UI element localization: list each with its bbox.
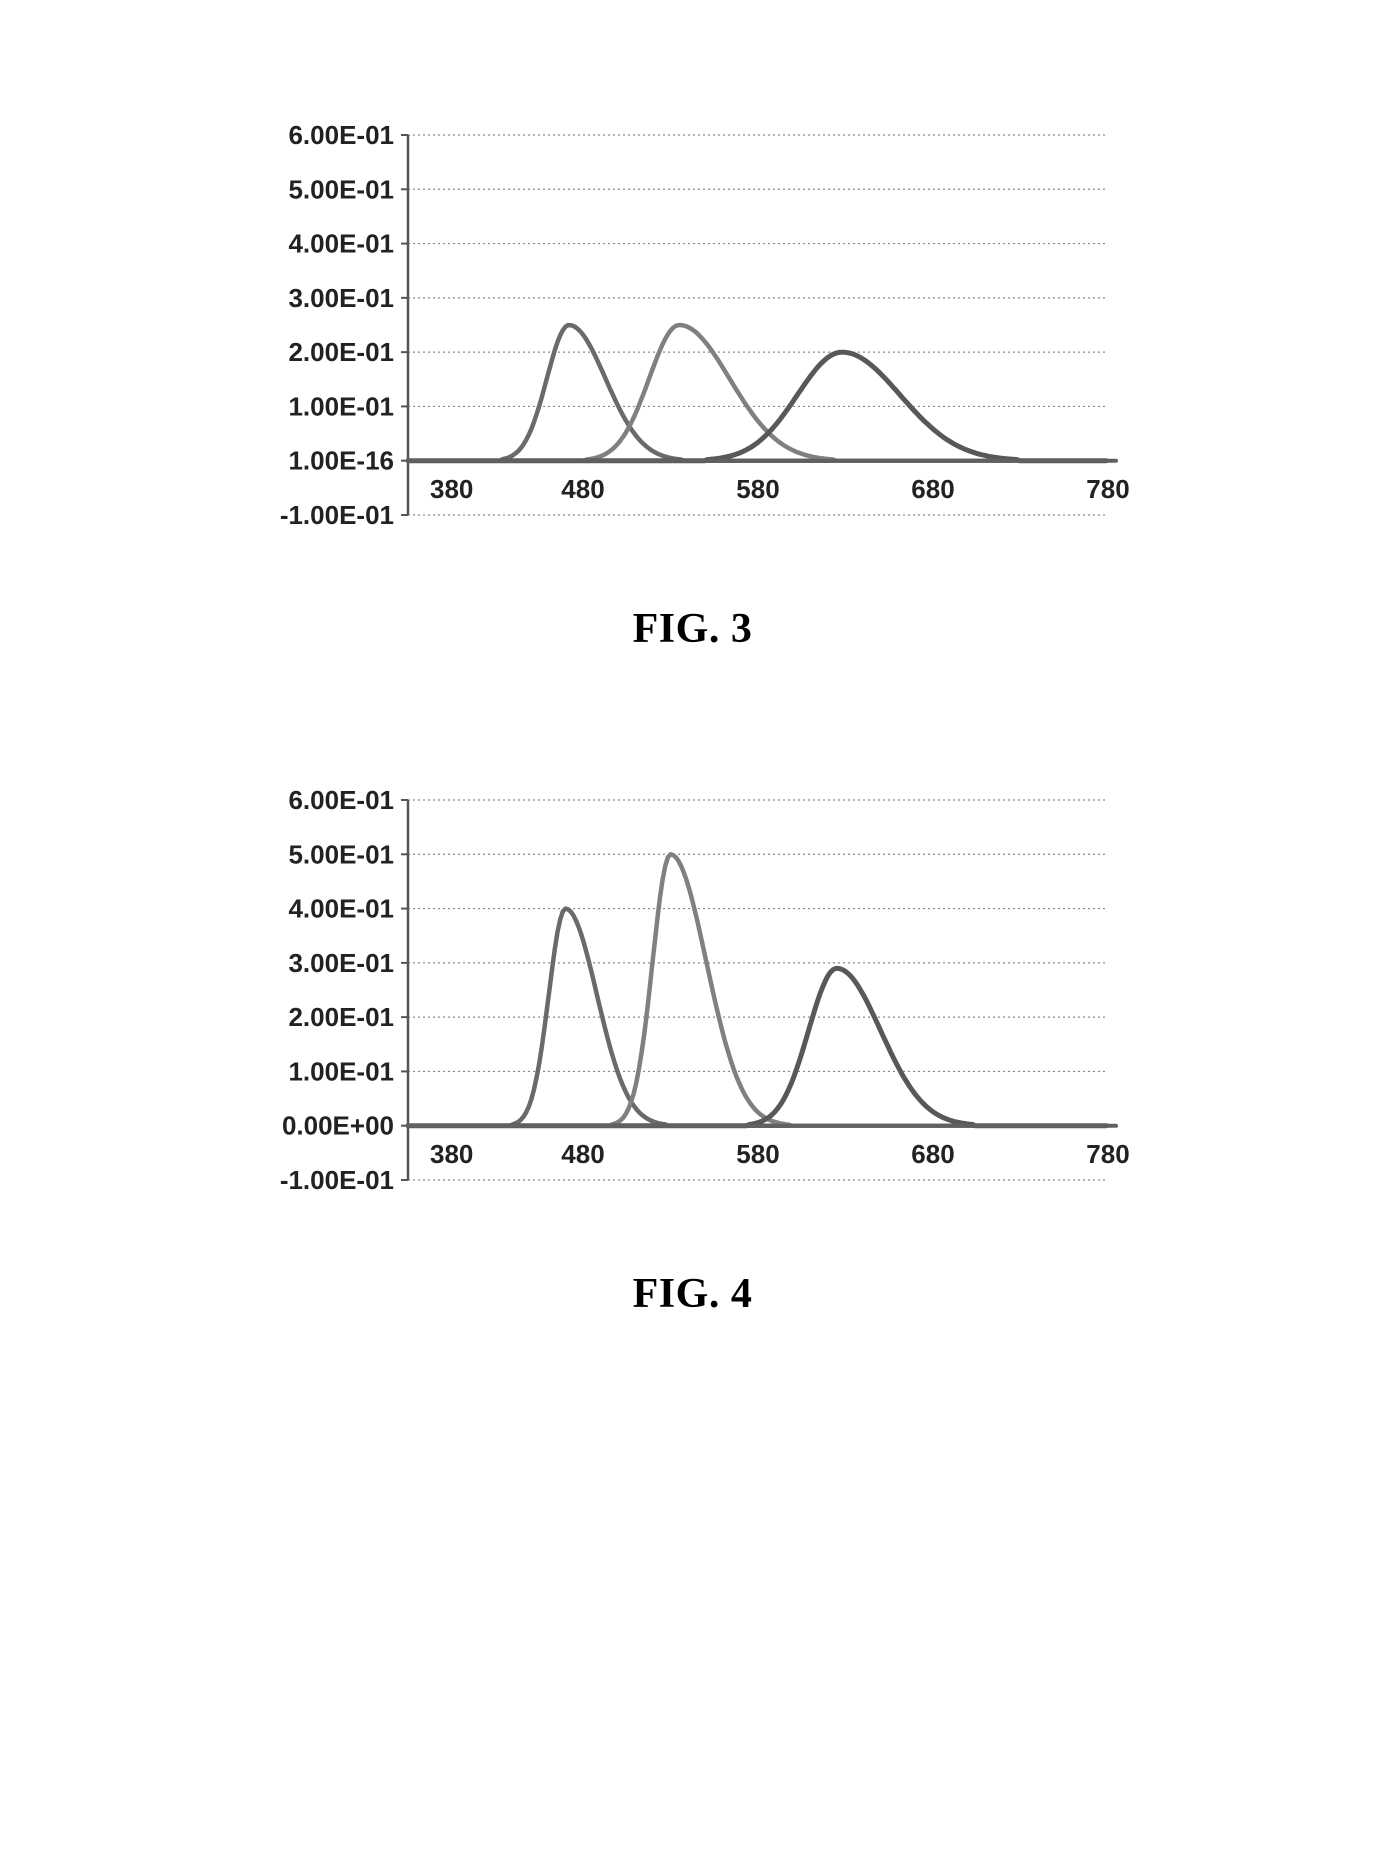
svg-text:5.00E-01: 5.00E-01	[288, 839, 394, 869]
svg-text:3.00E-01: 3.00E-01	[288, 948, 394, 978]
svg-text:680: 680	[911, 474, 954, 504]
svg-text:-1.00E-01: -1.00E-01	[279, 500, 393, 530]
svg-text:580: 580	[736, 1139, 779, 1169]
svg-text:380: 380	[430, 474, 473, 504]
figure-3-caption: FIG. 3	[253, 605, 1133, 653]
svg-text:480: 480	[561, 474, 604, 504]
svg-text:6.00E-01: 6.00E-01	[288, 120, 394, 150]
svg-text:6.00E-01: 6.00E-01	[288, 785, 394, 815]
svg-text:580: 580	[736, 474, 779, 504]
svg-text:2.00E-01: 2.00E-01	[288, 1002, 394, 1032]
svg-text:680: 680	[911, 1139, 954, 1169]
svg-text:480: 480	[561, 1139, 604, 1169]
figure-4-caption: FIG. 4	[253, 1270, 1133, 1318]
svg-text:5.00E-01: 5.00E-01	[288, 174, 394, 204]
svg-text:4.00E-01: 4.00E-01	[288, 894, 394, 924]
svg-text:780: 780	[1086, 474, 1129, 504]
figure-4-chart: -1.00E-01 0.00E+00 1.00E-01 2.00E-01 3.00E-0…	[253, 780, 1133, 1220]
svg-text:2.00E-01: 2.00E-01	[288, 337, 394, 367]
figure-4-container: -1.00E-01 0.00E+00 1.00E-01 2.00E-01 3.00E-0…	[253, 780, 1133, 1318]
svg-text:0.00E+00: 0.00E+00	[281, 1111, 393, 1141]
svg-text:1.00E-01: 1.00E-01	[288, 1056, 394, 1086]
svg-text:780: 780	[1086, 1139, 1129, 1169]
svg-text:3.00E-01: 3.00E-01	[288, 283, 394, 313]
svg-text:380: 380	[430, 1139, 473, 1169]
fig4-svg: -1.00E-01 0.00E+00 1.00E-01 2.00E-01 3.00E-0…	[253, 780, 1133, 1220]
figure-3-chart: -1.00E-01 1.00E-16 1.00E-01 2.00E-01 3.00E-0…	[253, 115, 1133, 555]
svg-text:1.00E-01: 1.00E-01	[288, 391, 394, 421]
fig3-svg: -1.00E-01 1.00E-16 1.00E-01 2.00E-01 3.00E-0…	[253, 115, 1133, 555]
svg-text:1.00E-16: 1.00E-16	[288, 446, 394, 476]
svg-text:4.00E-01: 4.00E-01	[288, 229, 394, 259]
figure-3-container: -1.00E-01 1.00E-16 1.00E-01 2.00E-01 3.00E-0…	[253, 115, 1133, 653]
svg-text:-1.00E-01: -1.00E-01	[279, 1165, 393, 1195]
